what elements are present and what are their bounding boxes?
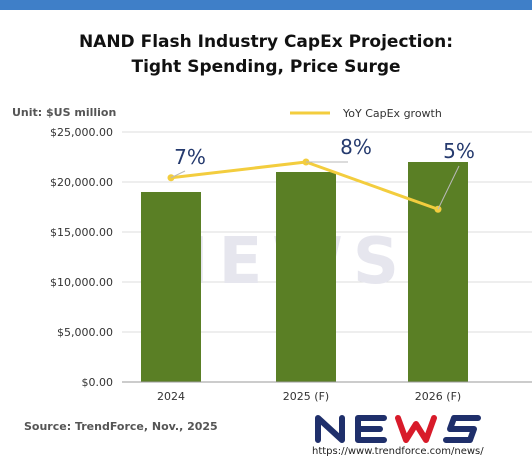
logo-n-glyph [315, 415, 345, 443]
y-tick-label: $5,000.00 [57, 326, 113, 339]
bar [408, 162, 468, 382]
y-tick-label: $15,000.00 [50, 226, 113, 239]
news-logo [315, 415, 481, 443]
growth-data-label: 5% [443, 139, 475, 163]
x-tick-label: 2025 (F) [283, 390, 329, 403]
chart-title-line-2: Tight Spending, Price Surge [131, 57, 401, 77]
logo-s-glyph [443, 415, 481, 443]
x-tick-label: 2026 (F) [415, 390, 461, 403]
x-tick-label: 2024 [157, 390, 185, 403]
axes: $0.00 $5,000.00 $10,000.00 $15,000.00 $20,00… [50, 126, 532, 403]
legend: YoY CapEx growth [290, 107, 442, 120]
y-tick-label: $0.00 [82, 376, 114, 389]
bar-series [141, 162, 468, 382]
y-tick-label: $20,000.00 [50, 176, 113, 189]
growth-label-leader [437, 165, 460, 210]
unit-label: Unit: $US million [12, 106, 117, 119]
logo-w-glyph [395, 415, 437, 443]
bar [276, 172, 336, 382]
growth-label-leader [170, 170, 186, 179]
growth-data-label: 7% [174, 145, 206, 169]
bar [141, 192, 201, 382]
legend-label: YoY CapEx growth [342, 107, 442, 120]
chart-title: NAND Flash Industry CapEx Projection: Ti… [0, 30, 532, 80]
logo-e-glyph [355, 415, 387, 443]
y-tick-label: $25,000.00 [50, 126, 113, 139]
logo-url: https://www.trendforce.com/news/ [312, 446, 484, 457]
chart-title-line-1: NAND Flash Industry CapEx Projection: [78, 32, 454, 52]
top-accent-bar [0, 0, 532, 10]
source-note: Source: TrendForce, Nov., 2025 [24, 420, 218, 433]
growth-line-series: 7% 8% 5% [167, 135, 475, 213]
growth-data-label: 8% [340, 135, 372, 159]
y-tick-label: $10,000.00 [50, 276, 113, 289]
